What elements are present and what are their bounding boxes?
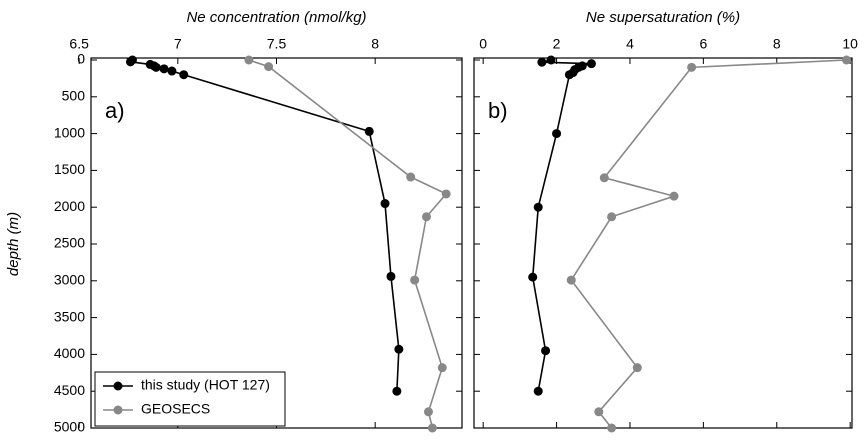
data-point xyxy=(441,189,451,199)
data-point xyxy=(528,272,538,282)
data-point xyxy=(427,423,437,433)
y-tick-label: 3000 xyxy=(54,272,85,288)
data-point xyxy=(380,199,390,209)
plot-frame xyxy=(473,57,853,429)
data-point xyxy=(364,126,374,136)
data-point xyxy=(151,62,161,72)
y-axis-title: depth (m) xyxy=(5,212,22,276)
data-point xyxy=(125,57,135,67)
data-point xyxy=(566,275,576,285)
data-point xyxy=(386,271,396,281)
data-point xyxy=(423,407,433,417)
x-tick-label: 0 xyxy=(479,36,487,52)
data-point xyxy=(564,70,574,80)
data-point xyxy=(264,62,274,72)
y-tick-label: 5000 xyxy=(54,419,85,435)
data-point xyxy=(179,70,189,80)
data-point xyxy=(586,59,596,69)
data-point xyxy=(607,212,617,222)
data-point xyxy=(410,275,420,285)
y-tick-label: 4000 xyxy=(54,345,85,361)
data-point xyxy=(167,66,177,76)
data-point xyxy=(594,407,604,417)
data-point xyxy=(533,386,543,396)
x-tick-label: 8 xyxy=(773,36,781,52)
data-point xyxy=(541,346,551,356)
legend-marker xyxy=(113,405,123,415)
y-tick-label: 1500 xyxy=(54,161,85,177)
data-point xyxy=(421,212,431,222)
data-point xyxy=(406,172,416,182)
x-tick-label: 2 xyxy=(553,36,561,52)
data-point xyxy=(607,423,617,433)
series-line xyxy=(531,59,592,392)
x-axis-title: Ne supersaturation (%) xyxy=(586,9,740,26)
x-tick-label: 7.5 xyxy=(267,36,287,52)
legend-marker xyxy=(113,381,123,391)
y-tick-label: 1000 xyxy=(54,124,85,140)
panel-label: b) xyxy=(488,98,508,123)
data-point xyxy=(687,62,697,72)
panel-label: a) xyxy=(105,98,125,123)
x-axis-title: Ne concentration (nmol/kg) xyxy=(186,9,366,26)
data-point xyxy=(632,363,642,373)
x-tick-label: 10 xyxy=(842,36,858,52)
x-tick-label: 8 xyxy=(371,36,379,52)
data-point xyxy=(159,64,169,74)
data-point xyxy=(537,57,547,67)
data-point xyxy=(244,55,254,65)
y-tick-label: 3500 xyxy=(54,308,85,324)
data-point xyxy=(546,55,556,65)
legend-label: this study (HOT 127) xyxy=(141,377,270,393)
y-tick-label: 4500 xyxy=(54,382,85,398)
data-point xyxy=(669,191,679,201)
legend-label: GEOSECS xyxy=(141,401,210,417)
data-point xyxy=(437,363,447,373)
data-point xyxy=(599,173,609,183)
x-tick-label: 7 xyxy=(174,36,182,52)
series-line xyxy=(128,59,400,392)
y-tick-label: 2500 xyxy=(54,235,85,251)
data-point xyxy=(841,55,851,65)
data-point xyxy=(552,129,562,139)
y-tick-label: 500 xyxy=(62,88,86,104)
x-tick-label: 4 xyxy=(626,36,634,52)
y-tick-label: 2000 xyxy=(54,198,85,214)
y-tick-label: 0 xyxy=(77,51,85,67)
legend-frame xyxy=(94,371,286,427)
data-point xyxy=(394,344,404,354)
data-point xyxy=(392,386,402,396)
series-line xyxy=(570,59,847,429)
x-tick-label: 6 xyxy=(699,36,707,52)
x-tick-label: 6.5 xyxy=(69,36,89,52)
data-point xyxy=(533,202,543,212)
